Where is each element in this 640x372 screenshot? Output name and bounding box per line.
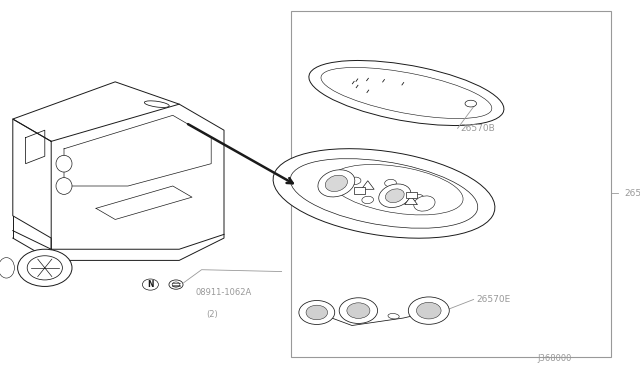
Ellipse shape (330, 164, 463, 215)
Ellipse shape (379, 184, 411, 208)
Ellipse shape (56, 177, 72, 194)
Ellipse shape (299, 301, 335, 324)
Text: J368000: J368000 (538, 354, 572, 363)
Ellipse shape (309, 61, 504, 125)
Ellipse shape (172, 282, 180, 287)
Ellipse shape (318, 170, 355, 197)
Bar (354, 187, 365, 194)
Polygon shape (404, 196, 417, 205)
Ellipse shape (28, 256, 63, 280)
Ellipse shape (325, 175, 348, 192)
Text: 26570E: 26570E (477, 295, 511, 304)
Ellipse shape (412, 194, 424, 202)
Ellipse shape (145, 101, 169, 108)
Ellipse shape (142, 279, 158, 290)
Ellipse shape (56, 155, 72, 172)
Ellipse shape (18, 249, 72, 286)
Text: 26570M: 26570M (624, 189, 640, 198)
Ellipse shape (349, 177, 361, 185)
Ellipse shape (413, 196, 435, 211)
Text: 08911-1062A: 08911-1062A (195, 288, 252, 297)
Polygon shape (362, 181, 374, 189)
Bar (406, 192, 417, 198)
Ellipse shape (465, 100, 477, 107)
Text: N: N (147, 280, 154, 289)
Ellipse shape (388, 314, 399, 319)
Ellipse shape (290, 158, 478, 228)
Ellipse shape (385, 189, 404, 203)
Bar (291, 11, 611, 357)
Ellipse shape (339, 298, 378, 323)
Ellipse shape (362, 196, 374, 203)
Ellipse shape (169, 280, 183, 289)
Text: 26570B: 26570B (461, 124, 495, 133)
Ellipse shape (321, 67, 492, 119)
Text: (2): (2) (206, 310, 218, 319)
Ellipse shape (385, 179, 396, 187)
Ellipse shape (408, 297, 449, 324)
Ellipse shape (306, 305, 328, 320)
Ellipse shape (273, 149, 495, 238)
Ellipse shape (0, 257, 15, 278)
Ellipse shape (417, 302, 441, 319)
Ellipse shape (347, 303, 370, 318)
